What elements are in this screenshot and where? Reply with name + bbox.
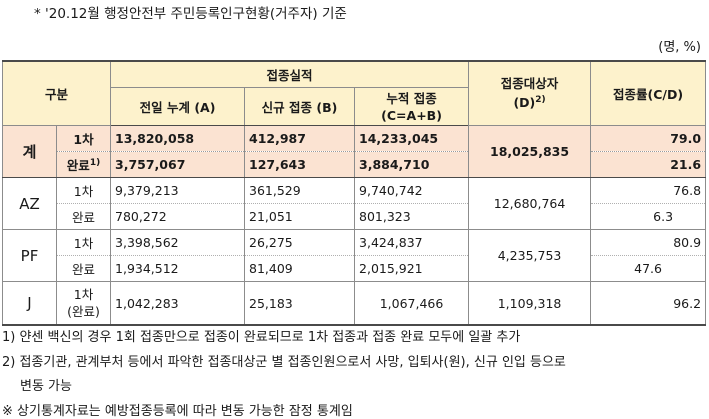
az-label: AZ xyxy=(2,177,57,230)
total-complete-new: 127,643 xyxy=(244,151,356,178)
unit-label: (명, %) xyxy=(658,40,701,55)
provisional-note: ※ 상기통계자료는 예방접종등록에 따라 변동 가능한 잠정 통계임 xyxy=(2,404,353,419)
total-first-rate: 79.0 xyxy=(590,125,707,152)
total-first-prev: 13,820,058 xyxy=(110,125,246,152)
janssen-prev: 1,042,283 xyxy=(110,281,246,326)
footnote-2-continued: 변동 가능 xyxy=(20,379,72,394)
az-complete-prev: 780,272 xyxy=(110,203,246,230)
janssen-row: J 1차 (완료) 1,042,283 25,183 1,067,466 1,1… xyxy=(2,281,707,326)
pf-complete-rate: 47.6 xyxy=(590,255,707,282)
az-complete-cum: 801,323 xyxy=(354,203,470,230)
az-first-rate: 76.8 xyxy=(590,177,707,204)
vaccination-table: 구분 접종실적 접종대상자 (D)2) 접종률(C/D) 전일 누계 (A) 신… xyxy=(1,60,707,326)
footnote-1: 1) 얀센 백신의 경우 1회 접종만으로 접종이 완료되므로 1차 접종과 접… xyxy=(2,330,521,345)
pf-target: 4,235,753 xyxy=(468,229,592,282)
footnote-ref-2: 2) xyxy=(535,95,546,106)
janssen-cum: 1,067,466 xyxy=(354,281,470,326)
total-target: 18,025,835 xyxy=(468,125,592,178)
total-complete-rate: 21.6 xyxy=(590,151,707,178)
header-row-1: 구분 접종실적 접종대상자 (D)2) 접종률(C/D) xyxy=(1,60,707,126)
az-first-prev: 9,379,213 xyxy=(110,177,246,204)
header-prev-day: 전일 누계 (A) xyxy=(110,87,246,126)
pf-complete-cum: 2,015,921 xyxy=(354,255,470,282)
janssen-new: 25,183 xyxy=(244,281,356,326)
total-label: 계 xyxy=(2,125,57,178)
header-cumulative-line1: 누적 접종 xyxy=(386,90,437,106)
az-row-complete: 완료 780,272 21,051 801,323 6.3 xyxy=(3,203,707,230)
header-target-line1: 접종대상자 xyxy=(500,76,559,92)
header-gubun: 구분 xyxy=(1,60,112,126)
pf-row-complete: 완료 1,934,512 81,409 2,015,921 47.6 xyxy=(3,255,707,282)
pf-complete-new: 81,409 xyxy=(244,255,356,282)
az-first-label: 1차 xyxy=(55,177,112,204)
total-complete-label: 완료1) xyxy=(55,151,112,178)
header-rate: 접종률(C/D) xyxy=(590,60,707,126)
janssen-sub-line1: 1차 xyxy=(73,287,94,302)
total-row-complete: 완료1) 3,757,067 127,643 3,884,710 21.6 xyxy=(3,151,707,178)
pf-row-first: PF 1차 3,398,562 26,275 3,424,837 4,235,7… xyxy=(2,229,707,282)
janssen-rate: 96.2 xyxy=(590,281,707,326)
total-complete-cum: 3,884,710 xyxy=(354,151,470,178)
janssen-label: J xyxy=(2,281,57,326)
total-first-cum: 14,233,045 xyxy=(354,125,470,152)
pf-first-label: 1차 xyxy=(55,229,112,256)
pf-first-cum: 3,424,837 xyxy=(354,229,470,256)
header-target: 접종대상자 (D)2) xyxy=(468,60,592,126)
az-row-first: AZ 1차 9,379,213 361,529 9,740,742 12,680… xyxy=(2,177,707,230)
footnote-ref-1: 1) xyxy=(89,157,101,168)
pf-first-rate: 80.9 xyxy=(590,229,707,256)
az-complete-label: 완료 xyxy=(55,203,112,230)
header-row-2: 전일 누계 (A) 신규 접종 (B) 누적 접종 (C=A+B) xyxy=(3,87,706,126)
az-target: 12,680,764 xyxy=(468,177,592,230)
total-first-label: 1차 xyxy=(55,125,112,152)
header-new: 신규 접종 (B) xyxy=(244,87,356,126)
footnote-2: 2) 접종기관, 관계부처 등에서 파악한 접종대상군 별 접종인원으로서 사망… xyxy=(2,355,566,370)
az-complete-rate: 6.3 xyxy=(590,203,707,230)
az-first-new: 361,529 xyxy=(244,177,356,204)
header-cumulative: 누적 접종 (C=A+B) xyxy=(354,87,470,126)
pf-first-prev: 3,398,562 xyxy=(110,229,246,256)
janssen-sub-line2: (완료) xyxy=(67,304,100,319)
janssen-sub-label: 1차 (완료) xyxy=(55,281,112,326)
header-target-line2: (D)2) xyxy=(513,95,546,111)
pf-complete-prev: 1,934,512 xyxy=(110,255,246,282)
pf-label: PF xyxy=(2,229,57,282)
az-first-cum: 9,740,742 xyxy=(354,177,470,204)
source-note: * '20.12월 행정안전부 주민등록인구현황(거주자) 기준 xyxy=(34,6,347,22)
header-cumulative-line2: (C=A+B) xyxy=(381,107,442,123)
total-row-first: 계 1차 13,820,058 412,987 14,233,045 18,02… xyxy=(2,125,707,178)
az-complete-new: 21,051 xyxy=(244,203,356,230)
total-complete-prev: 3,757,067 xyxy=(110,151,246,178)
pf-complete-label: 완료 xyxy=(55,255,112,282)
janssen-target: 1,109,318 xyxy=(468,281,592,326)
header-performance: 접종실적 xyxy=(110,60,470,88)
pf-first-new: 26,275 xyxy=(244,229,356,256)
total-first-new: 412,987 xyxy=(244,125,356,152)
